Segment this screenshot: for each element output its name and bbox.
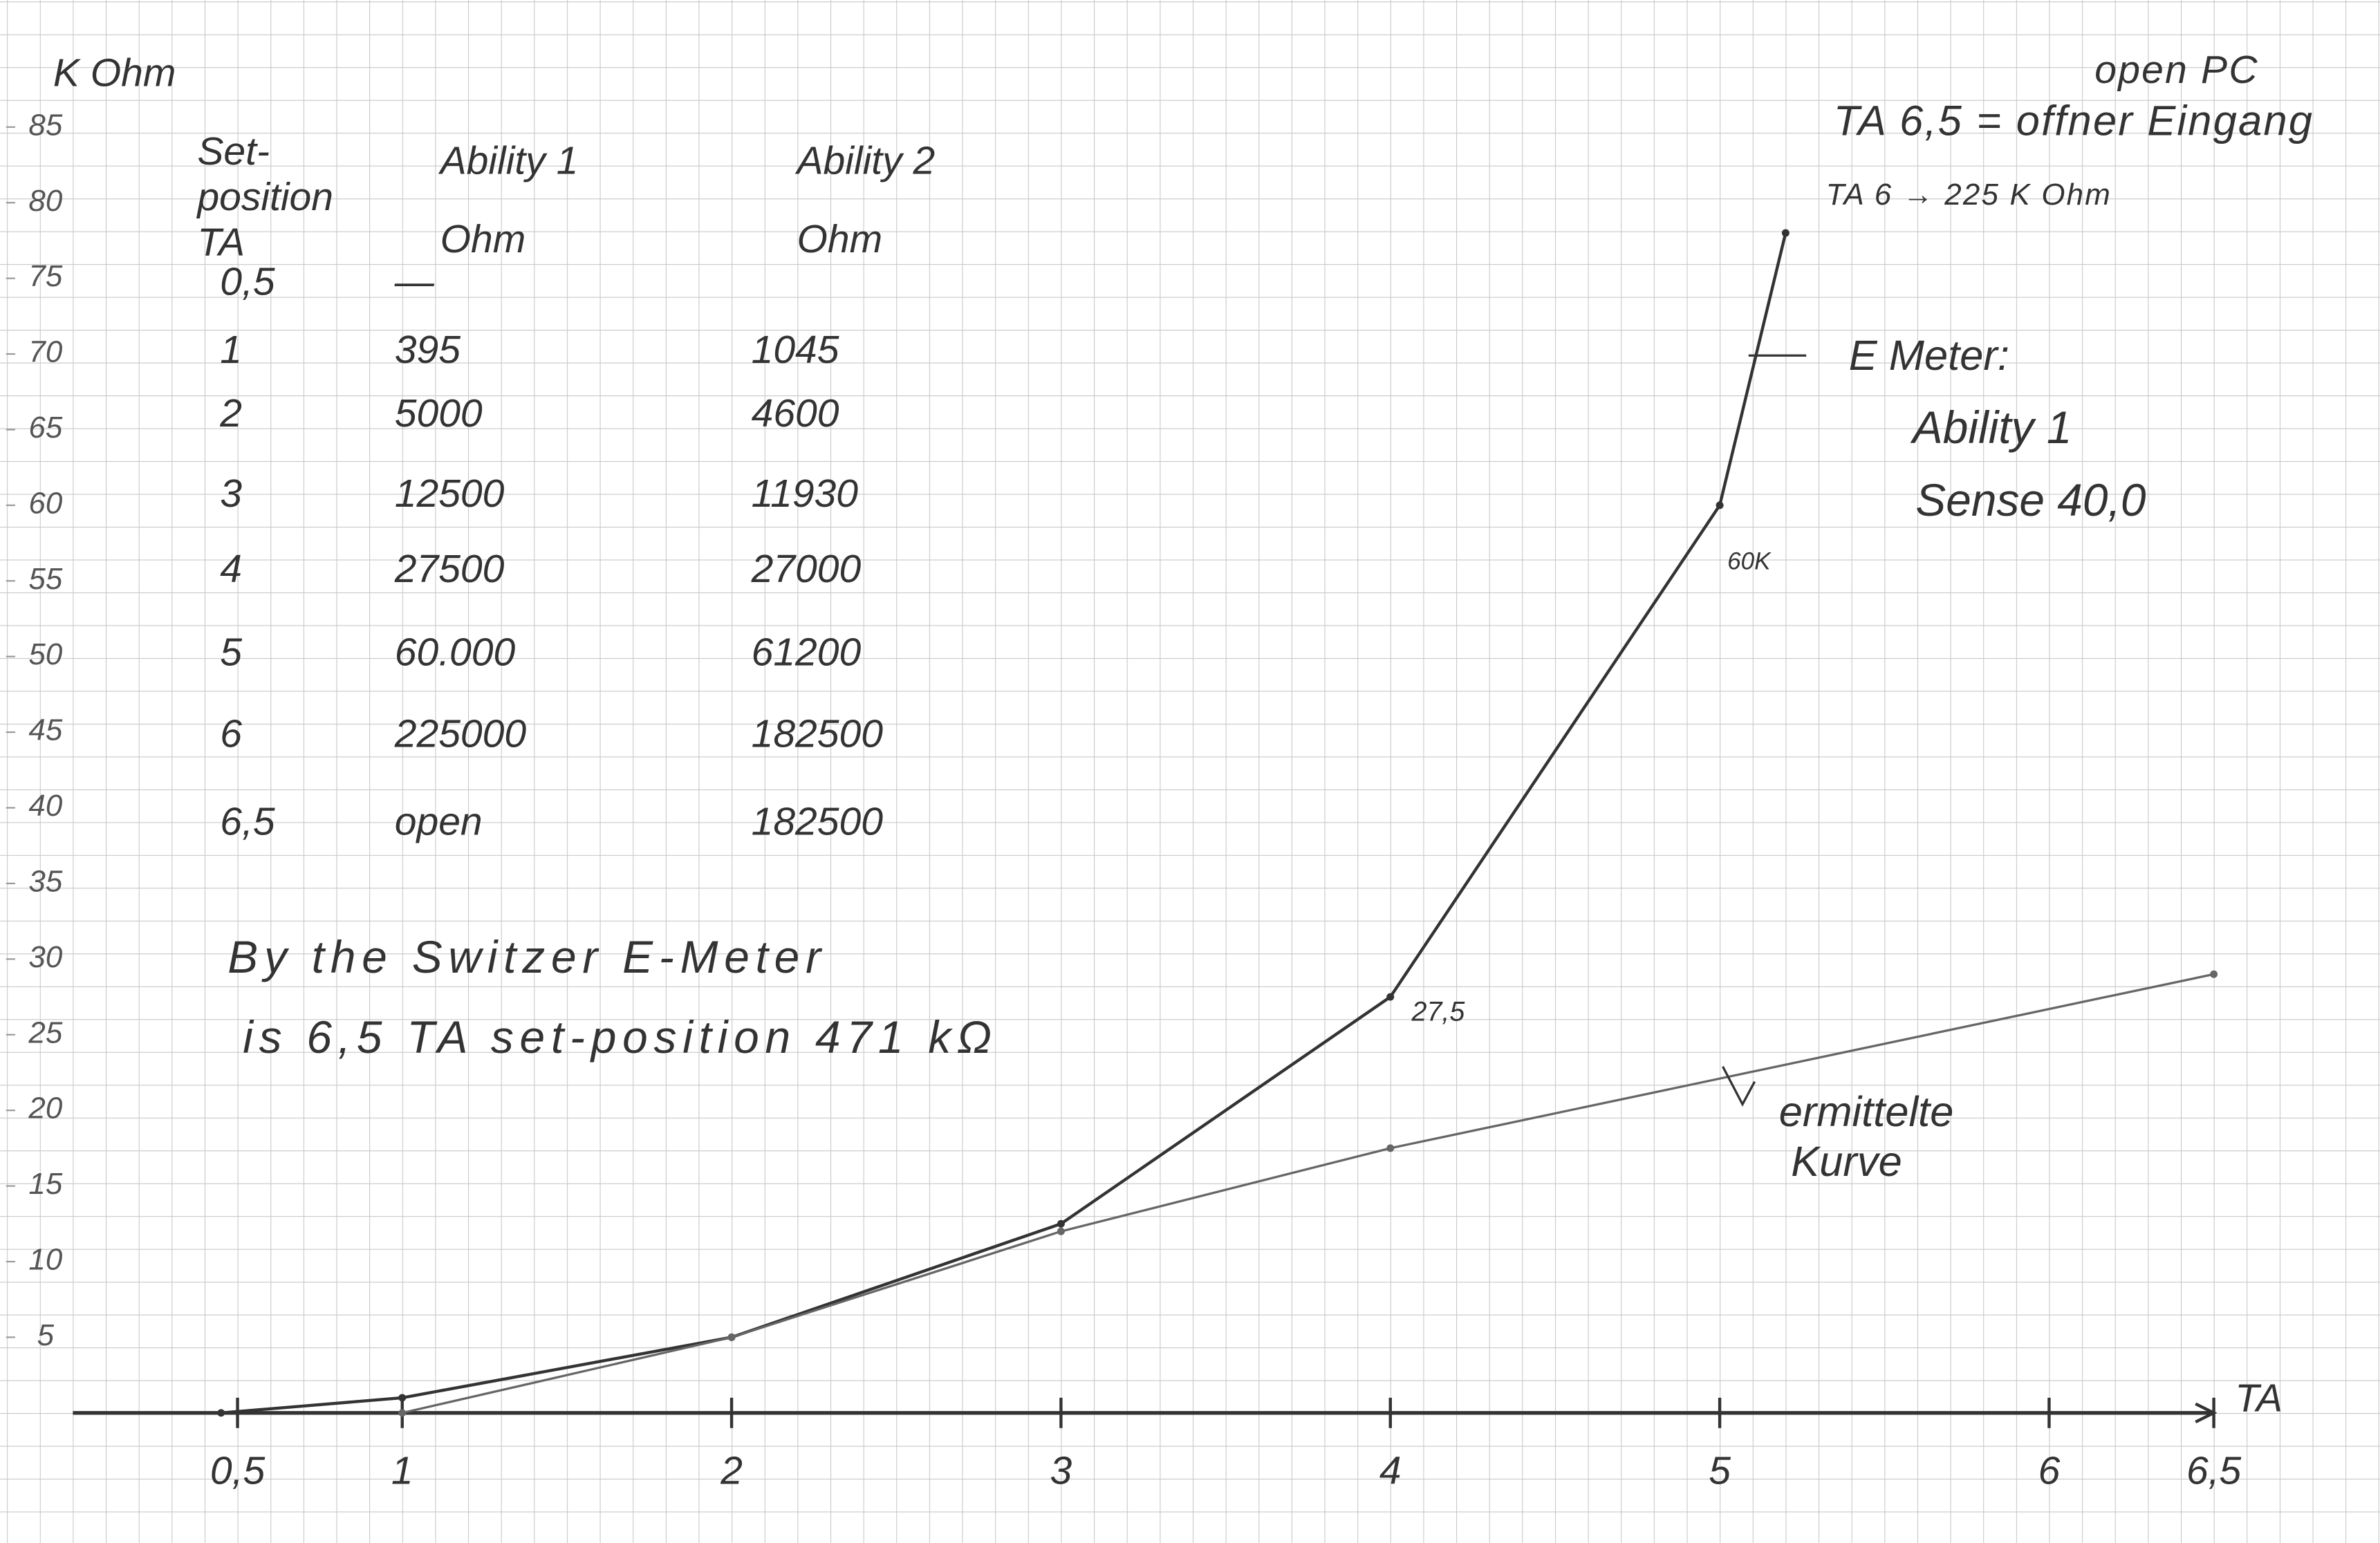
table-cell: — bbox=[394, 259, 435, 303]
note: By the Switzer E-Meter bbox=[227, 931, 827, 982]
y-tick-label: 35 bbox=[28, 865, 62, 899]
table-header: Ohm bbox=[440, 217, 526, 261]
point bbox=[398, 1409, 407, 1417]
x-tick-label: 2 bbox=[720, 1448, 743, 1493]
x-tick-label: 1 bbox=[391, 1448, 413, 1493]
table-cell: 5 bbox=[220, 630, 242, 675]
table-header: Set- bbox=[197, 129, 270, 174]
table-cell: 12500 bbox=[395, 471, 505, 516]
point bbox=[1386, 993, 1395, 1001]
table-header: TA bbox=[197, 221, 245, 265]
table-header: Ohm bbox=[797, 217, 882, 261]
point bbox=[727, 1333, 736, 1341]
annotation: 60K bbox=[1727, 548, 1772, 574]
point bbox=[1716, 501, 1724, 509]
y-tick-label: 70 bbox=[28, 335, 62, 369]
table-cell: 2 bbox=[219, 391, 242, 436]
table-cell: 4600 bbox=[752, 391, 839, 436]
table-header: Ability 1 bbox=[438, 138, 579, 183]
y-tick-label: 5 bbox=[37, 1318, 55, 1352]
table-cell: 11930 bbox=[752, 471, 859, 516]
note: TA 6,5 = offner Eingang bbox=[1834, 97, 2314, 145]
point bbox=[1057, 1219, 1065, 1228]
x-tick-label: 5 bbox=[1709, 1448, 1731, 1493]
table-cell: 5000 bbox=[395, 391, 483, 436]
table-header: position bbox=[196, 175, 333, 219]
y-tick-label: 65 bbox=[28, 411, 62, 445]
annotation: 27,5 bbox=[1411, 997, 1465, 1027]
y-tick-label: 25 bbox=[28, 1016, 62, 1049]
table-cell: 6,5 bbox=[220, 800, 275, 844]
x-tick-label: 6,5 bbox=[2186, 1448, 2242, 1493]
y-tick-label: 85 bbox=[28, 108, 62, 142]
table-cell: 182500 bbox=[752, 800, 884, 844]
x-tick-label: 6 bbox=[2038, 1448, 2061, 1493]
point bbox=[1057, 1227, 1065, 1235]
table-cell: 1045 bbox=[752, 328, 839, 372]
table-cell: 0,5 bbox=[220, 259, 275, 303]
point bbox=[398, 1394, 407, 1402]
annotation: Sense 40,0 bbox=[1915, 474, 2146, 525]
point bbox=[1781, 229, 1789, 237]
table-cell: 27000 bbox=[751, 547, 862, 591]
y-tick-label: 60 bbox=[28, 486, 62, 520]
table-cell: 3 bbox=[220, 471, 242, 516]
table-cell: 1 bbox=[220, 328, 242, 372]
table-cell: 27500 bbox=[394, 547, 505, 591]
table-cell: 182500 bbox=[752, 712, 884, 756]
y-tick-label: 40 bbox=[28, 789, 62, 823]
table-cell: 61200 bbox=[752, 630, 862, 675]
note: is 6,5 TA set-position 471 kΩ bbox=[243, 1011, 998, 1063]
annotation-pointer bbox=[1722, 1065, 1756, 1107]
table-cell: open bbox=[395, 800, 483, 844]
y-tick-label: 30 bbox=[28, 940, 62, 974]
annotation: E Meter: bbox=[1849, 332, 2009, 380]
y-axis-label: K Ohm bbox=[53, 51, 176, 95]
y-tick-label: 80 bbox=[28, 184, 62, 218]
table-cell: 60.000 bbox=[395, 630, 516, 675]
table-header: Ability 2 bbox=[794, 138, 935, 183]
x-tick-label: 0,5 bbox=[210, 1448, 266, 1493]
y-tick-label: 55 bbox=[28, 562, 62, 596]
y-tick-label: 75 bbox=[28, 259, 62, 293]
x-axis-label: TA bbox=[2235, 1376, 2283, 1420]
x-tick-label: 4 bbox=[1379, 1448, 1402, 1493]
annotation: ermittelte bbox=[1779, 1088, 1954, 1136]
y-tick-label: 45 bbox=[28, 713, 62, 747]
table-cell: 4 bbox=[220, 547, 242, 591]
note: TA 6 → 225 K Ohm bbox=[1826, 178, 2112, 212]
point bbox=[2210, 970, 2218, 978]
y-tick-label: 20 bbox=[28, 1092, 62, 1125]
y-tick-label: 15 bbox=[28, 1167, 62, 1201]
y-tick-label: 50 bbox=[28, 637, 62, 671]
annotation: Kurve bbox=[1791, 1138, 1902, 1186]
table-cell: 395 bbox=[395, 328, 461, 372]
table-cell: 6 bbox=[220, 712, 242, 756]
table-cell: 225000 bbox=[394, 712, 527, 756]
point bbox=[217, 1409, 225, 1417]
annotation: Ability 1 bbox=[1910, 402, 2072, 453]
note: open PC bbox=[2094, 48, 2258, 92]
point bbox=[1386, 1144, 1395, 1152]
y-tick-label: 10 bbox=[28, 1243, 62, 1277]
x-tick-label: 3 bbox=[1050, 1448, 1072, 1493]
